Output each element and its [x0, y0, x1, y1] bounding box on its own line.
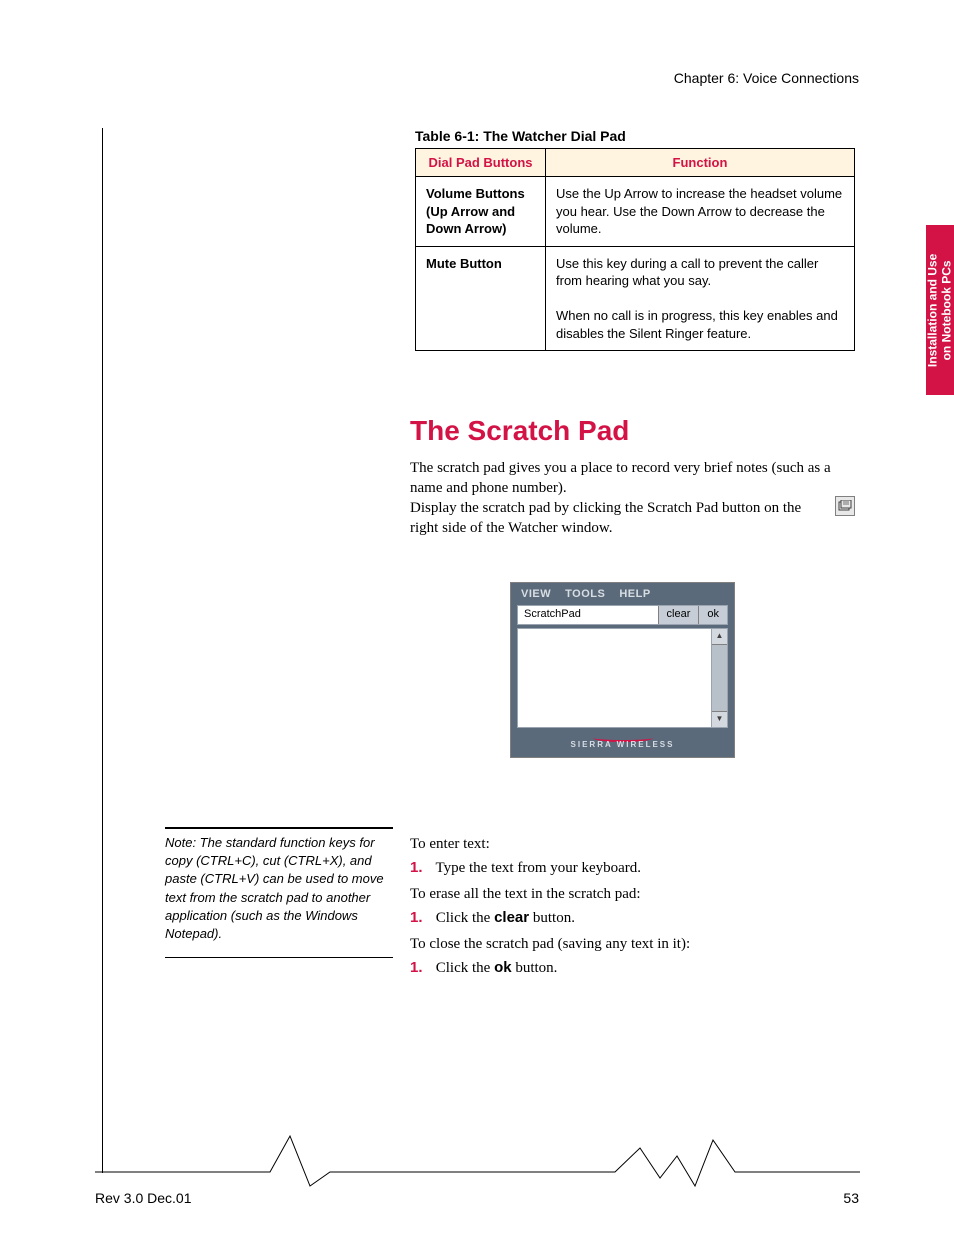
step: 1. Type the text from your keyboard.	[410, 859, 641, 877]
paragraph: Display the scratch pad by clicking the …	[410, 498, 810, 539]
t: button.	[512, 960, 558, 976]
instruction-label: To close the scratch pad (saving any tex…	[410, 934, 690, 955]
paragraph: The scratch pad gives you a place to rec…	[410, 458, 850, 499]
instruction-label: To enter text:	[410, 834, 490, 855]
dial-pad-table: Dial Pad Buttons Function Volume Buttons…	[415, 148, 855, 351]
margin-note: Note: The standard function keys for cop…	[165, 834, 393, 943]
screenshot-footer-text: SIERRA WIRELESS	[511, 740, 734, 749]
note-rule	[165, 827, 393, 829]
step: 1. Click the ok button.	[410, 959, 557, 977]
scratchpad-icon	[835, 496, 855, 516]
step-text: Click the clear button.	[436, 910, 575, 926]
section-title: The Scratch Pad	[410, 415, 629, 447]
table-header-cell: Dial Pad Buttons	[416, 149, 546, 177]
menu-item-view[interactable]: VIEW	[521, 588, 551, 600]
step-number: 1.	[410, 909, 432, 926]
table-cell-desc: Use this key during a call to prevent th…	[546, 246, 855, 351]
menu-item-tools[interactable]: TOOLS	[565, 588, 605, 600]
footer-revision: Rev 3.0 Dec.01	[95, 1190, 192, 1206]
vertical-rule	[102, 128, 103, 1173]
menu-item-help[interactable]: HELP	[619, 588, 650, 600]
t: button.	[529, 910, 575, 926]
bold-term: clear	[494, 909, 529, 926]
step-text: Click the ok button.	[436, 960, 558, 976]
scroll-down-icon[interactable]: ▼	[712, 711, 727, 727]
table-header-row: Dial Pad Buttons Function	[416, 149, 855, 177]
t: Click the	[436, 910, 494, 926]
table-row: Mute Button Use this key during a call t…	[416, 246, 855, 351]
side-tab-line1: Installation and Use	[926, 253, 940, 366]
ok-button[interactable]: ok	[698, 606, 727, 624]
scratchpad-screenshot: VIEW TOOLS HELP ScratchPad clear ok ▲ ▼ …	[510, 582, 735, 758]
footer-page-number: 53	[843, 1190, 859, 1206]
bold-term: ok	[494, 959, 512, 976]
clear-button[interactable]: clear	[658, 606, 699, 624]
table-cell-desc: Use the Up Arrow to increase the headset…	[546, 177, 855, 247]
scrollbar[interactable]: ▲ ▼	[712, 628, 728, 728]
instruction-label: To erase all the text in the scratch pad…	[410, 884, 641, 905]
screenshot-menubar: VIEW TOOLS HELP	[511, 583, 734, 605]
step: 1. Click the clear button.	[410, 909, 575, 927]
screenshot-body: ▲ ▼	[517, 628, 728, 728]
page: Chapter 6: Voice Connections Installatio…	[0, 0, 954, 1235]
footer-wave-icon	[95, 1130, 860, 1190]
chapter-header: Chapter 6: Voice Connections	[674, 70, 859, 86]
screenshot-footer: SIERRA WIRELESS	[511, 728, 734, 757]
side-tab-text: Installation and Use on Notebook PCs	[926, 253, 954, 366]
table-caption: Table 6-1: The Watcher Dial Pad	[415, 128, 626, 144]
step-text: Type the text from your keyboard.	[435, 860, 641, 876]
screenshot-toolbar: ScratchPad clear ok	[517, 605, 728, 625]
scroll-up-icon[interactable]: ▲	[712, 629, 727, 645]
note-rule	[165, 957, 393, 958]
side-tab-line2: on Notebook PCs	[940, 260, 954, 360]
scratchpad-textarea[interactable]	[517, 628, 712, 728]
screenshot-title: ScratchPad	[518, 606, 658, 624]
table-cell-label: Volume Buttons (Up Arrow and Down Arrow)	[416, 177, 546, 247]
side-tab: Installation and Use on Notebook PCs	[926, 225, 954, 395]
step-number: 1.	[410, 859, 432, 876]
table-header-cell: Function	[546, 149, 855, 177]
step-number: 1.	[410, 959, 432, 976]
table-cell-label: Mute Button	[416, 246, 546, 351]
table-row: Volume Buttons (Up Arrow and Down Arrow)…	[416, 177, 855, 247]
t: Click the	[436, 960, 494, 976]
